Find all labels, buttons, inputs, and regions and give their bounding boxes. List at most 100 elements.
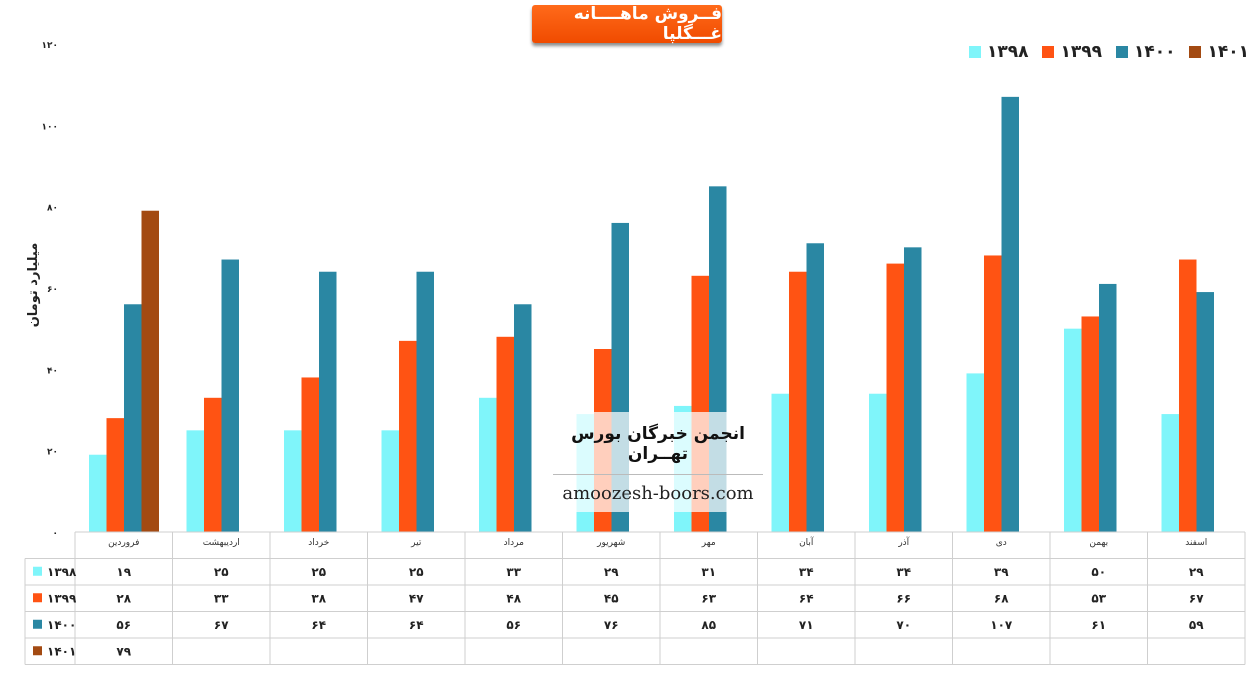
bar <box>966 373 984 532</box>
table-cell-value: ۲۵ <box>214 565 229 579</box>
table-legend-key <box>33 593 42 603</box>
bar <box>1099 283 1117 532</box>
legend-item: ۱۳۹۹ <box>1042 42 1102 62</box>
bar <box>789 271 807 532</box>
bar <box>106 418 124 532</box>
table-cell-value: ۶۴ <box>799 591 814 605</box>
y-axis-label-box: میلیارد تومان <box>26 243 41 328</box>
table-cell-value: ۳۴ <box>799 565 814 579</box>
table-cell-value: ۷۱ <box>799 618 814 632</box>
bar <box>284 430 302 532</box>
legend-swatch <box>968 46 981 58</box>
table-cell-value: ۳۴ <box>896 565 911 579</box>
table-series-name: ۱۴۰۱ <box>47 644 76 658</box>
bar <box>1161 414 1179 532</box>
watermark-divider <box>553 474 763 475</box>
table-legend-key <box>33 646 42 656</box>
x-category-label: اسفند <box>1185 538 1207 548</box>
x-category-label: مهر <box>701 538 716 548</box>
table-cell-value: ۱۹ <box>116 565 131 579</box>
table-cell-value: ۴۵ <box>604 591 619 605</box>
table-cell-value: ۵۶ <box>506 618 521 632</box>
table-cell-value: ۲۵ <box>311 565 326 579</box>
x-category-label: فروردین <box>108 538 139 548</box>
legend-swatch <box>1042 46 1055 58</box>
bar <box>416 271 434 532</box>
bar <box>301 377 319 532</box>
table-cell-value: ۶۶ <box>896 591 911 605</box>
legend-label: ۱۳۹۸ <box>986 42 1029 62</box>
bar <box>886 263 904 532</box>
bar <box>1196 292 1214 532</box>
legend-label: ۱۴۰۱ <box>1207 42 1249 62</box>
bar <box>904 247 922 533</box>
x-category-label: شهریور <box>596 538 625 548</box>
table-cell-value: ۷۶ <box>604 618 619 632</box>
table-cell-value: ۶۳ <box>701 591 716 605</box>
y-tick-label: ۸۰ <box>47 204 58 214</box>
bar <box>1179 259 1197 532</box>
table-cell-value: ۸۵ <box>701 618 716 632</box>
y-axis-label: میلیارد تومان <box>26 243 41 328</box>
x-category-label: تیر <box>410 538 422 548</box>
table-cell-value: ۲۹ <box>604 565 619 579</box>
table-legend-key <box>33 566 42 576</box>
table-cell-value: ۱۰۷ <box>990 618 1013 632</box>
x-category-label: بهمن <box>1089 538 1108 548</box>
y-tick-label: ۴۰ <box>47 366 58 376</box>
legend-label: ۱۴۰۰ <box>1133 42 1176 62</box>
bar <box>89 454 107 532</box>
table-series-name: ۱۴۰۰ <box>47 618 76 632</box>
watermark-title: انجمن خبرگان بورس تهــران <box>571 424 745 464</box>
bar <box>141 210 159 532</box>
table-cell-value: ۳۳ <box>506 565 521 579</box>
x-category-label: دی <box>996 538 1007 548</box>
y-tick-label: ۰ <box>53 529 59 539</box>
chart-title: فــروش ماهــــانه غـــگلپا <box>532 4 722 44</box>
bar <box>124 304 142 532</box>
legend-item: ۱۴۰۱ <box>1189 42 1249 62</box>
legend-item: ۱۴۰۰ <box>1115 42 1176 62</box>
table-cell-value: ۳۹ <box>994 565 1009 579</box>
bar <box>319 271 337 532</box>
bar <box>399 340 417 532</box>
table-cell-value: ۴۸ <box>506 591 521 605</box>
table-cell-value: ۶۱ <box>1091 618 1106 632</box>
y-tick-label: ۲۰ <box>47 448 58 458</box>
legend: ۱۳۹۸ ۱۳۹۹ ۱۴۰۰ ۱۴۰۱ <box>968 42 1249 62</box>
bar <box>1064 328 1082 532</box>
bar <box>1081 316 1099 532</box>
table-cell-value: ۳۱ <box>701 565 716 579</box>
y-tick-label: ۶۰ <box>47 285 58 295</box>
table-cell-value: ۲۹ <box>1189 565 1204 579</box>
table-legend-key <box>33 619 42 629</box>
watermark: انجمن خبرگان بورس تهــران amoozesh-boors… <box>549 412 767 512</box>
table-cell-value: ۳۸ <box>311 591 326 605</box>
table-cell-value: ۶۴ <box>409 618 424 632</box>
table-cell-value: ۷۰ <box>896 618 911 632</box>
bar <box>186 430 204 532</box>
table-cell-value: ۶۷ <box>1189 591 1204 605</box>
x-category-label: خرداد <box>308 538 329 548</box>
table-cell-value: ۵۶ <box>116 618 131 632</box>
legend-label: ۱۳۹۹ <box>1060 42 1102 62</box>
bar <box>514 304 532 532</box>
table-cell-value: ۶۷ <box>214 618 229 632</box>
x-category-label: اردیبهشت <box>203 538 240 548</box>
bar <box>806 243 824 532</box>
y-tick-label: ۱۰۰ <box>42 122 58 132</box>
bar <box>221 259 239 532</box>
bar <box>869 393 887 532</box>
bar <box>771 393 789 532</box>
table-cell-value: ۷۹ <box>116 644 131 658</box>
bar <box>381 430 399 532</box>
legend-swatch <box>1115 46 1128 58</box>
bar <box>479 397 497 532</box>
bar <box>1001 96 1019 532</box>
x-category-label: آبان <box>799 536 814 548</box>
x-category-label: مرداد <box>504 538 524 548</box>
table-cell-value: ۵۹ <box>1189 618 1204 632</box>
watermark-url: amoozesh-boors.com <box>562 483 754 504</box>
table-cell-value: ۴۷ <box>409 591 424 605</box>
